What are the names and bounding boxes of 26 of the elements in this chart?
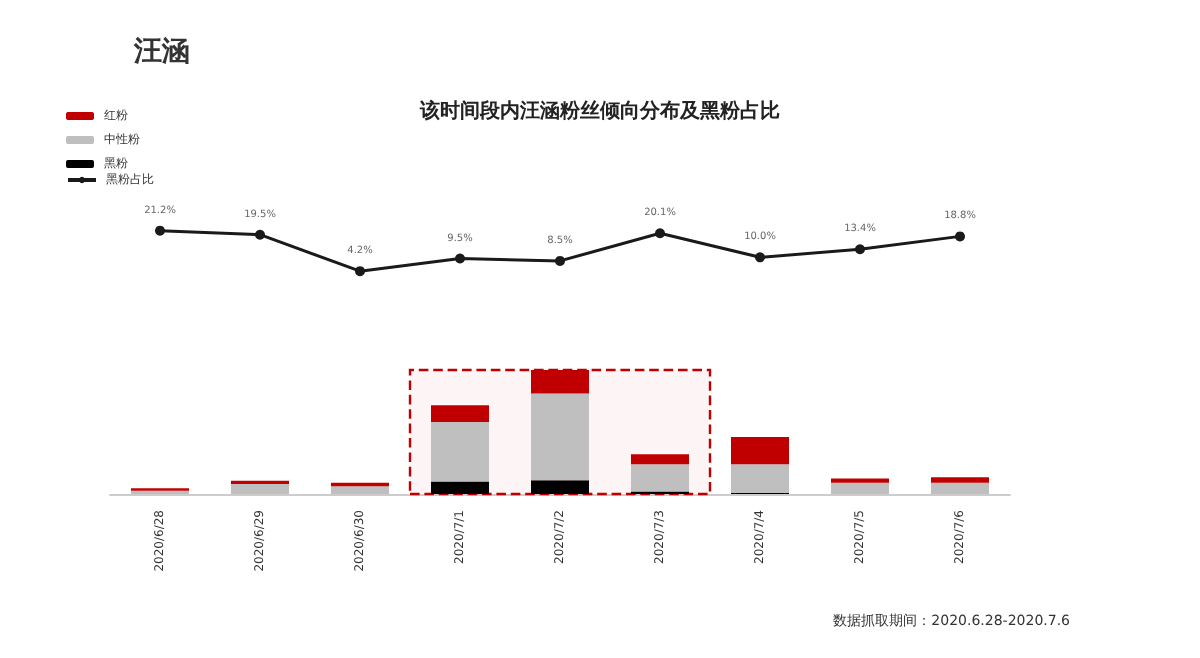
point (555, 255, 565, 266)
bar (831, 482, 889, 494)
point (255, 229, 265, 240)
bar (631, 454, 689, 465)
point (155, 225, 165, 236)
bar (331, 486, 389, 494)
bar (231, 484, 289, 494)
bar (531, 480, 589, 494)
bar (931, 482, 989, 494)
bar (431, 481, 489, 494)
bar (531, 393, 589, 481)
bar (431, 422, 489, 482)
bar (731, 464, 789, 493)
point (355, 266, 365, 277)
point (655, 228, 665, 239)
bar (531, 370, 589, 394)
bar (931, 477, 989, 483)
chart-title: 该时间段内汪涵粉丝倾向分布及黑粉占比 (418, 99, 780, 123)
point (855, 244, 865, 255)
point (455, 253, 465, 264)
point (955, 231, 965, 242)
bar (631, 464, 689, 492)
chart-subtitle: 汪涵 (132, 36, 190, 68)
point (755, 252, 765, 263)
bar (431, 405, 489, 423)
bar (731, 436, 789, 465)
